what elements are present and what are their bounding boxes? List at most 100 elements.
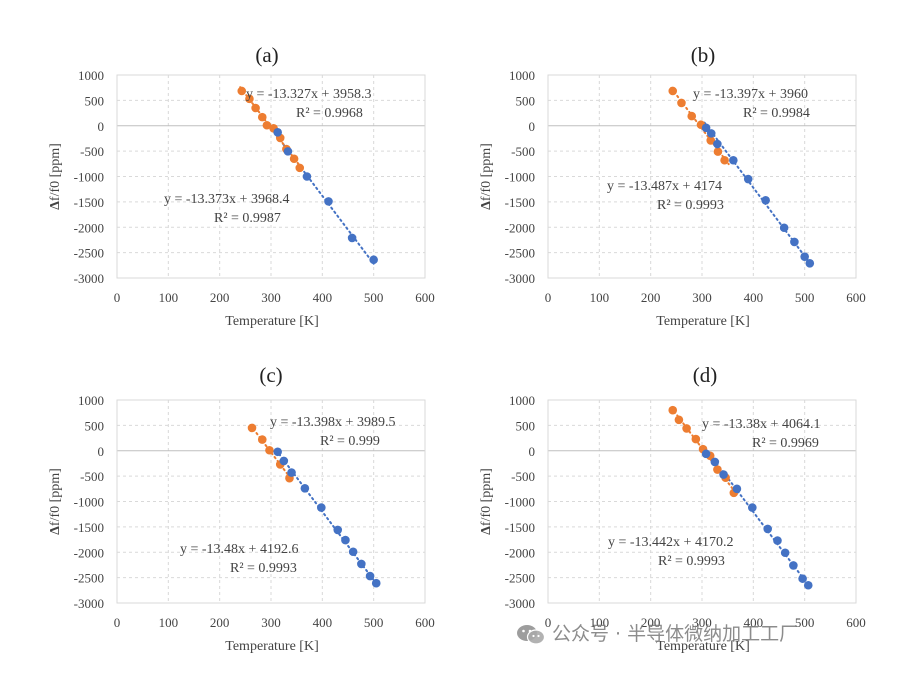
data-point-series-2	[687, 111, 697, 121]
y-tick-label: -1000	[505, 170, 535, 185]
y-tick-label: 1000	[78, 393, 104, 408]
data-point-series-1	[790, 237, 799, 247]
x-tick-label: 0	[545, 615, 552, 630]
trend-r2-series-1: R² = 0.9987	[214, 211, 281, 226]
data-point-series-2	[262, 120, 272, 130]
trend-r2-series-2: R² = 0.9969	[752, 436, 819, 451]
data-point-series-1	[729, 155, 738, 165]
data-point-series-2	[706, 136, 716, 145]
x-tick-label: 100	[590, 290, 610, 305]
data-point-series-1	[701, 123, 711, 133]
data-point-series-1	[798, 574, 807, 583]
trend-r2-series-1: R² = 0.9993	[658, 554, 725, 569]
data-point-series-2	[265, 445, 274, 455]
panel-title: (b)	[691, 43, 716, 67]
data-point-series-1	[803, 580, 813, 590]
x-tick-label: 300	[261, 290, 281, 305]
data-point-series-2	[668, 405, 678, 415]
wechat-icon	[517, 624, 546, 645]
data-point-series-2	[713, 147, 723, 156]
y-tick-label: -500	[511, 469, 535, 484]
trend-r2-series-2: R² = 0.9968	[296, 106, 363, 121]
trend-equation-series-2: y = -13.38x + 4064.1	[702, 417, 820, 432]
y-axis-label: Δf/f0 [ppm]	[48, 143, 63, 210]
data-point-series-1	[347, 233, 357, 243]
y-tick-label: 0	[529, 444, 536, 459]
x-tick-label: 600	[415, 290, 435, 305]
watermark: 公众号 · 半导体微纳加工工厂	[516, 619, 798, 647]
y-axis-label: Δf/f0 [ppm]	[479, 468, 494, 535]
data-point-series-1	[748, 503, 757, 512]
data-point-series-1	[805, 258, 815, 268]
trend-r2-series-2: R² = 0.999	[320, 434, 380, 449]
y-tick-label: -2500	[505, 571, 535, 586]
y-tick-label: 500	[85, 93, 105, 108]
data-point-series-1	[369, 255, 378, 265]
x-tick-label: 500	[364, 615, 384, 630]
plot-frame	[547, 399, 857, 604]
y-tick-label: 500	[516, 418, 536, 433]
x-tick-label: 200	[210, 290, 230, 305]
panel-title: (a)	[255, 43, 278, 67]
chart-panel-1: 0 100 200 300 400 500 600 1000 500 0 -500 -1000 -150…	[48, 43, 435, 329]
y-tick-label: -2500	[505, 246, 535, 261]
y-tick-label: -1500	[74, 520, 104, 535]
data-point-series-2	[668, 86, 678, 96]
data-point-series-1	[302, 172, 312, 181]
data-point-series-1	[287, 468, 296, 477]
trend-equation-series-2: y = -13.327x + 3958.3	[246, 87, 371, 102]
data-point-series-1	[773, 536, 782, 545]
y-tick-label: 1000	[78, 68, 104, 83]
x-tick-label: 300	[692, 615, 712, 630]
trend-equation-series-1: y = -13.373x + 3968.4	[164, 192, 289, 207]
data-point-series-2	[713, 465, 722, 474]
y-tick-label: -1000	[74, 495, 104, 510]
y-axis-label: Δf/f0 [ppm]	[48, 468, 63, 535]
data-point-series-2	[682, 424, 691, 433]
data-point-series-1	[780, 548, 790, 558]
data-point-series-2	[257, 112, 267, 122]
trend-equation-series-1: y = -13.442x + 4170.2	[608, 535, 733, 550]
trendline-series-1	[703, 121, 812, 266]
x-tick-label: 600	[846, 615, 866, 630]
y-tick-label: -3000	[505, 271, 535, 286]
data-point-series-2	[295, 163, 305, 173]
data-point-series-1	[283, 147, 293, 156]
y-tick-label: -500	[80, 469, 104, 484]
y-tick-label: -500	[80, 144, 104, 159]
data-point-series-1	[333, 525, 343, 535]
y-tick-label: -3000	[74, 271, 104, 286]
trend-equation-series-1: y = -13.48x + 4192.6	[180, 542, 298, 557]
x-tick-label: 100	[159, 290, 179, 305]
y-tick-label: -3000	[505, 596, 535, 611]
data-point-series-1	[706, 129, 716, 138]
x-tick-label: 400	[313, 290, 333, 305]
trend-equation-series-1: y = -13.487x + 4174	[607, 179, 722, 194]
data-point-series-1	[743, 174, 753, 184]
chart-panel-3: 0 100 200 300 400 500 600 1000 500 0 -500 -1000 -150…	[48, 363, 435, 654]
trend-r2-series-2: R² = 0.9984	[743, 106, 810, 121]
watermark-text: 公众号 · 半导体微纳加工工厂	[552, 623, 799, 645]
data-point-series-1	[789, 561, 798, 570]
chart-panel-4: 0 100 200 300 400 500 600 1000 500 0 -500 -1000 -150…	[479, 363, 866, 654]
data-point-series-1	[324, 197, 333, 206]
y-axis-label: Δf/f0 [ppm]	[479, 143, 494, 210]
data-point-series-2	[691, 434, 701, 444]
data-point-series-1	[761, 196, 770, 205]
data-point-series-1	[300, 484, 310, 493]
y-tick-label: -2000	[505, 220, 535, 235]
y-tick-label: 500	[516, 93, 536, 108]
x-tick-label: 400	[744, 290, 764, 305]
y-tick-label: 0	[529, 119, 536, 134]
y-tick-label: -2000	[505, 545, 535, 560]
trend-r2-series-1: R² = 0.9993	[230, 561, 297, 576]
plot-frame	[547, 74, 857, 279]
data-point-series-1	[341, 535, 350, 545]
x-tick-label: 600	[415, 615, 435, 630]
y-tick-label: -1000	[505, 495, 535, 510]
data-point-series-2	[289, 154, 299, 164]
data-point-series-1	[800, 252, 809, 261]
y-tick-label: -2000	[74, 220, 104, 235]
x-axis-label: Temperature [K]	[225, 639, 318, 654]
